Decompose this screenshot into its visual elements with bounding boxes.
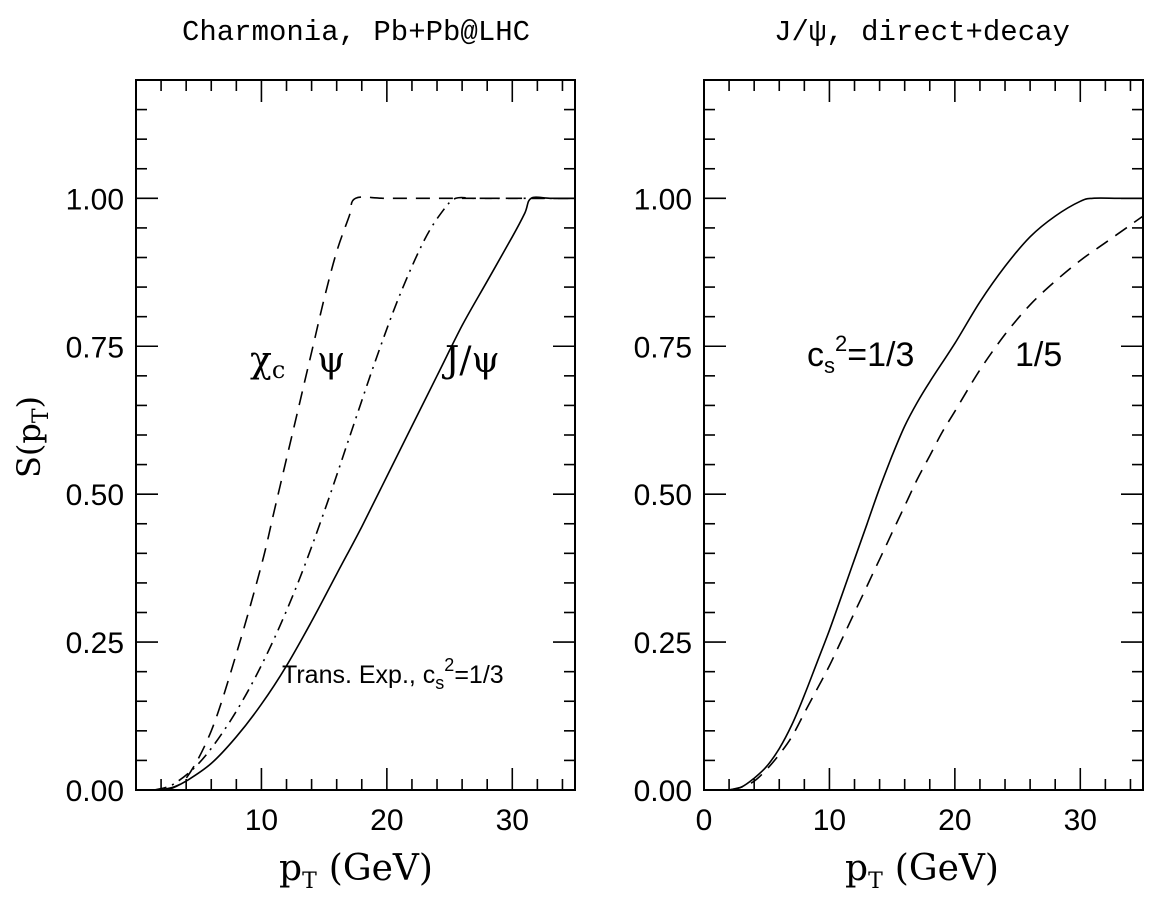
series-line-0-1 [154, 196, 576, 791]
x-tick-label: 30 [496, 804, 529, 837]
panel-1-x-axis-label: pT (GeV) [279, 848, 433, 894]
label-chi-c: χc [250, 340, 285, 384]
series-line-1-1 [728, 215, 1144, 791]
annotation-sup: 2 [444, 655, 454, 675]
panel-1-curves [154, 196, 576, 791]
label-cs2-tail: =1/3 [847, 336, 914, 374]
label-cs2-main: c [807, 336, 824, 374]
y-tick-label: 0.25 [634, 627, 692, 660]
label-cs2-sub: s [824, 353, 835, 378]
panel-1-y-tick-labels: 0.00 0.25 0.50 0.75 1.00 [66, 183, 124, 808]
panel-2-y-tick-labels: 0.00 0.25 0.50 0.75 1.00 [634, 183, 692, 808]
series-line-1-0 [728, 197, 1144, 791]
panel-jpsi-direct-decay: J/ψ, direct+decay 0 10 20 30 0.000.250.500.… [634, 16, 1144, 894]
y-axis-label: S(pT) [10, 396, 54, 478]
panel-1-x-axis-label-main: p [279, 848, 302, 889]
y-axis-label-close: ) [10, 396, 48, 408]
x-tick-label: 30 [1064, 804, 1097, 837]
label-cs2-1-3: cs2=1/3 [807, 331, 914, 378]
x-tick-label: 20 [938, 804, 971, 837]
panel-1-title: Charmonia, Pb+Pb@LHC [182, 16, 530, 49]
panel-2-curves [728, 197, 1144, 791]
panel-2-frame [703, 79, 1144, 791]
y-axis-label-sub: T [29, 408, 54, 423]
annotation-sub: s [435, 673, 444, 693]
panel-1-x-axis-label-sub: T [302, 869, 317, 894]
panel-1-x-axis-label-unit: (GeV) [329, 848, 433, 889]
y-tick-label: 0.50 [66, 479, 124, 512]
x-tick-label: 20 [370, 804, 403, 837]
panel-2-x-axis-label-unit: (GeV) [895, 848, 999, 889]
y-tick-label: 1.00 [66, 183, 124, 216]
panel-1-x-tick-labels: 10 20 30 [245, 804, 529, 837]
panel-charmonia: Charmonia, Pb+Pb@LHC 10 20 30 0.00 0.25 0.50… [10, 16, 576, 894]
panel-2-x-axis-label-sub: T [868, 869, 883, 894]
series-line-0-2 [166, 196, 576, 791]
panel-2-ticks [703, 79, 1143, 791]
annotation-main: Trans. Exp., c [282, 661, 435, 689]
panel-2-x-axis-label: pT (GeV) [845, 848, 999, 894]
annotation-trans-exp: Trans. Exp., cs2=1/3 [282, 655, 504, 693]
panel-1-ticks [135, 79, 575, 791]
y-axis-label-main: S(p [10, 423, 48, 478]
panel-2-x-tick-labels: 0 10 20 30 [696, 804, 1097, 837]
x-tick-label: 10 [813, 804, 846, 837]
label-1-5: 1/5 [1015, 336, 1062, 374]
label-psi: ψ [317, 340, 345, 381]
label-jpsi: J/ψ [441, 340, 500, 381]
x-tick-label: 0 [696, 804, 713, 837]
label-chi-c-main: χ [250, 340, 272, 381]
annotation-tail: =1/3 [454, 661, 503, 689]
series-line-0-0 [160, 196, 576, 791]
label-cs2-sup: 2 [835, 331, 847, 356]
y-tick-label: 0.00 [634, 775, 692, 808]
y-tick-label: 1.00 [634, 183, 692, 216]
label-chi-c-sub: c [272, 356, 285, 384]
x-tick-label: 10 [245, 804, 278, 837]
y-tick-label: 0.75 [66, 331, 124, 364]
panel-2-title: J/ψ, direct+decay [774, 16, 1070, 49]
y-tick-label: 0.25 [66, 627, 124, 660]
y-tick-label: 0.75 [634, 331, 692, 364]
panel-2-x-axis-label-main: p [845, 848, 868, 889]
y-tick-label: 0.50 [634, 479, 692, 512]
y-tick-label: 0.00 [66, 775, 124, 808]
